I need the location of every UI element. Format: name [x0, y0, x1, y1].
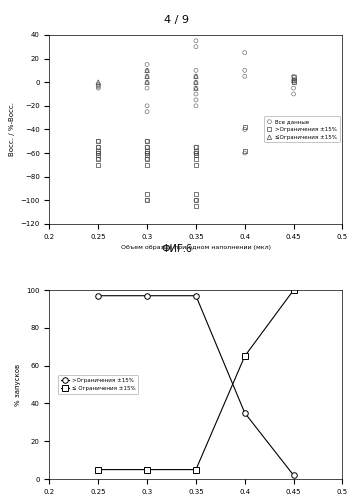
Все данные	[242, 49, 247, 57]
Все данные	[144, 108, 150, 116]
Все данные	[144, 143, 150, 151]
Все данные	[95, 143, 101, 151]
Все данные	[193, 78, 199, 86]
>Ограничения ±15%	[144, 196, 150, 204]
Все данные	[144, 102, 150, 110]
>Ограничения ±15%	[291, 78, 297, 86]
>Ограничения ±15%	[193, 147, 199, 155]
>Ограничения ±15%	[193, 196, 199, 204]
Все данные	[193, 66, 199, 74]
≤ Ограничения ±15%	[292, 287, 296, 293]
Line: ≤ Ограничения ±15%: ≤ Ограничения ±15%	[95, 287, 297, 473]
>Ограничения ±15%	[193, 151, 199, 159]
>Ограничения ±15%	[292, 472, 296, 478]
Line: >Ограничения ±15%: >Ограничения ±15%	[95, 293, 297, 478]
Все данные	[144, 196, 150, 204]
>Ограничения ±15%	[145, 293, 149, 299]
Все данные	[193, 84, 199, 92]
Все данные	[242, 66, 247, 74]
Все данные	[95, 80, 101, 88]
Все данные	[291, 72, 297, 80]
>Ограничения ±15%	[95, 161, 101, 169]
>Ограничения ±15%	[144, 143, 150, 151]
Все данные	[193, 149, 199, 157]
Все данные	[242, 125, 247, 133]
>Ограничения ±15%	[291, 73, 297, 81]
Все данные	[144, 149, 150, 157]
Legend: Все данные, >Ограничения ±15%, ≤Ограничения ±15%: Все данные, >Ограничения ±15%, ≤Ограниче…	[264, 116, 340, 143]
>Ограничения ±15%	[95, 155, 101, 163]
Все данные	[95, 82, 101, 90]
>Ограничения ±15%	[144, 147, 150, 155]
Все данные	[291, 90, 297, 98]
>Ограничения ±15%	[193, 143, 199, 151]
≤ Ограничения ±15%	[243, 353, 247, 359]
Все данные	[193, 196, 199, 204]
Все данные	[242, 149, 247, 157]
Все данные	[291, 76, 297, 84]
Legend: >Ограничения ±15%, ≤ Ограничения ±15%: >Ограничения ±15%, ≤ Ограничения ±15%	[58, 375, 138, 394]
>Ограничения ±15%	[144, 137, 150, 145]
>Ограничения ±15%	[144, 161, 150, 169]
Все данные	[144, 60, 150, 68]
≤Ограничения ±15%	[193, 72, 199, 80]
Все данные	[95, 155, 101, 163]
Все данные	[291, 84, 297, 92]
Все данные	[242, 72, 247, 80]
>Ограничения ±15%	[193, 202, 199, 210]
>Ограничения ±15%	[95, 147, 101, 155]
Все данные	[193, 143, 199, 151]
X-axis label: Объем образца при одном наполнении (мкл): Объем образца при одном наполнении (мкл)	[121, 245, 271, 250]
≤Ограничения ±15%	[144, 72, 150, 80]
>Ограничения ±15%	[193, 161, 199, 169]
≤Ограничения ±15%	[193, 84, 199, 92]
>Ограничения ±15%	[242, 147, 247, 155]
≤Ограничения ±15%	[95, 78, 101, 86]
Все данные	[193, 96, 199, 104]
>Ограничения ±15%	[144, 151, 150, 159]
Все данные	[193, 102, 199, 110]
Все данные	[144, 84, 150, 92]
Text: ФИГ.6: ФИГ.6	[161, 244, 192, 254]
Все данные	[95, 137, 101, 145]
Все данные	[291, 78, 297, 86]
>Ограничения ±15%	[193, 191, 199, 199]
Все данные	[193, 37, 199, 45]
Все данные	[193, 90, 199, 98]
Все данные	[144, 66, 150, 74]
>Ограничения ±15%	[144, 149, 150, 157]
Все данные	[95, 149, 101, 157]
Все данные	[144, 155, 150, 163]
Все данные	[144, 137, 150, 145]
Y-axis label: % запусков: % запусков	[14, 363, 20, 406]
≤Ограничения ±15%	[144, 78, 150, 86]
≤Ограничения ±15%	[144, 66, 150, 74]
>Ограничения ±15%	[291, 76, 297, 84]
≤ Ограничения ±15%	[96, 467, 100, 473]
>Ограничения ±15%	[194, 293, 198, 299]
Все данные	[95, 84, 101, 92]
>Ограничения ±15%	[242, 123, 247, 131]
>Ограничения ±15%	[95, 143, 101, 151]
>Ограничения ±15%	[95, 151, 101, 159]
Все данные	[144, 72, 150, 80]
>Ограничения ±15%	[144, 191, 150, 199]
Все данные	[95, 83, 101, 91]
>Ограничения ±15%	[193, 149, 199, 157]
>Ограничения ±15%	[193, 155, 199, 163]
≤Ограничения ±15%	[193, 78, 199, 86]
Все данные	[144, 78, 150, 86]
>Ограничения ±15%	[243, 410, 247, 416]
Text: 4 / 9: 4 / 9	[164, 15, 189, 25]
>Ограничения ±15%	[96, 293, 100, 299]
Все данные	[193, 43, 199, 51]
>Ограничения ±15%	[95, 149, 101, 157]
Y-axis label: Восс. / %-Восс.: Восс. / %-Восс.	[9, 102, 15, 156]
>Ограничения ±15%	[95, 137, 101, 145]
Все данные	[193, 72, 199, 80]
≤ Ограничения ±15%	[145, 467, 149, 473]
>Ограничения ±15%	[144, 155, 150, 163]
≤ Ограничения ±15%	[194, 467, 198, 473]
